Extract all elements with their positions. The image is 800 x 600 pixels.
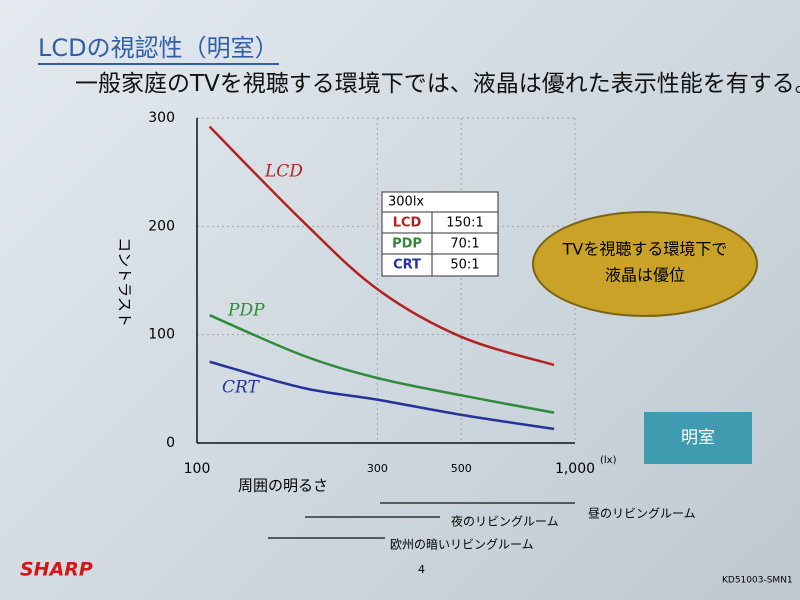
table-cell: CRT [393, 258, 421, 273]
x-tick-label: 500 [451, 462, 472, 475]
x-tick-label: 100 [184, 461, 211, 477]
y-tick-label: 0 [166, 435, 175, 451]
slide-title: LCDの視認性（明室） [38, 28, 279, 65]
callout-text: TVを視聴する環境下で [562, 240, 728, 259]
y-axis-label: コントラスト [116, 237, 134, 327]
table-header: 300lx [388, 195, 424, 210]
inset-table: 300lx LCD 150:1 PDP 70:1 CRT 50:1 [381, 191, 499, 277]
callout-text: 液晶は優位 [605, 266, 685, 285]
line [209, 314, 555, 414]
logo: SHARP [20, 559, 93, 581]
y-tick-label: 200 [148, 218, 175, 234]
table-cell: PDP [392, 237, 422, 252]
series-label: PDP [227, 301, 265, 321]
range-arrows [268, 502, 575, 539]
table-frame [381, 191, 499, 277]
x-tick-label: 1,000 [555, 461, 595, 477]
x-tick-label: 300 [367, 462, 388, 475]
callout [532, 211, 758, 317]
page-number: 4 [418, 563, 425, 576]
y-tick-label: 100 [148, 327, 175, 343]
table-cell: 70:1 [450, 237, 479, 252]
line [209, 360, 555, 431]
range-label: 欧州の暗いリビングルーム [390, 537, 534, 552]
range-label: 昼のリビングルーム [588, 507, 696, 521]
subtitle: 一般家庭のTVを視聴する環境下では、液晶は優れた表示性能を有する。 [75, 71, 800, 97]
range-label: 夜のリビングルーム [451, 514, 559, 529]
series-label: CRT [222, 378, 261, 398]
x-axis-label: 周囲の明るさ [238, 477, 328, 495]
plot: 0 100 200 300 100 300 500 1,000 LCD PDP CRT [148, 110, 595, 477]
series-label: LCD [264, 162, 303, 182]
table-cell: 150:1 [446, 216, 483, 231]
badge [644, 412, 752, 464]
table-cell: 50:1 [450, 258, 479, 273]
line [208, 125, 555, 367]
x-unit: (lx) [600, 455, 617, 466]
badge-text: 明室 [681, 428, 715, 448]
table-cell: LCD [393, 216, 422, 231]
y-tick-label: 300 [148, 110, 175, 126]
slide-code: KD51003-SMN1 [722, 576, 793, 586]
